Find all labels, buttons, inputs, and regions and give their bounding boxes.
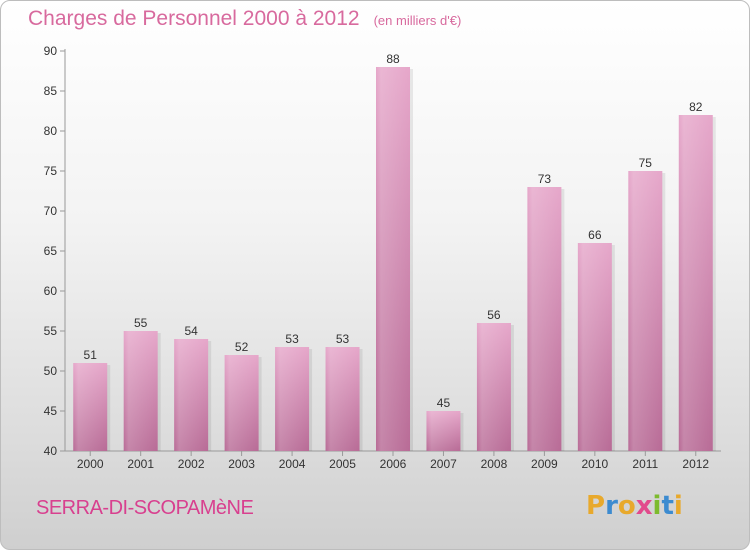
bar-highlight	[628, 171, 663, 451]
data-label: 56	[487, 308, 501, 322]
bar-highlight	[123, 331, 158, 451]
bar-highlight	[73, 363, 108, 451]
chart-title: Charges de Personnel 2000 à 2012 (en mill…	[28, 7, 461, 31]
data-label: 45	[437, 396, 451, 410]
city-name: SERRA-DI-SCOPAMèNE	[36, 497, 254, 519]
unit-note: (en milliers d'€)	[373, 13, 462, 28]
y-axis: 40 45 50 55 60 65 70 75 80 85 90	[44, 44, 66, 458]
x-tick-label: 2000	[77, 457, 104, 471]
logo-letter: i	[673, 491, 683, 521]
data-label: 88	[386, 52, 400, 66]
y-tick-label: 70	[44, 204, 58, 218]
chart-title-text: Charges de Personnel 2000 à 2012	[28, 7, 360, 30]
data-label: 51	[84, 348, 98, 362]
data-label: 53	[285, 332, 299, 346]
proxiti-logo[interactable]: Proxiti	[586, 491, 683, 521]
y-tick-label: 40	[44, 444, 58, 458]
y-tick-label: 65	[44, 244, 58, 258]
bars: 51 55 54 52 53 53 88 45 56 73 66 75 82	[73, 52, 716, 451]
data-label: 54	[184, 324, 198, 338]
data-label: 66	[588, 228, 602, 242]
logo-letter: o	[617, 491, 636, 521]
data-label: 82	[689, 100, 703, 114]
x-axis: 2000 2001 2002 2003 2004 2005 2006 2007 2008 2009…	[65, 450, 721, 471]
bar-highlight	[224, 355, 259, 451]
bar-highlight	[577, 243, 612, 451]
data-label: 55	[134, 316, 148, 330]
x-tick-label: 2011	[632, 457, 658, 471]
x-tick-label: 2006	[380, 457, 407, 471]
logo-letter: r	[605, 491, 618, 521]
x-tick-label: 2008	[481, 457, 508, 471]
data-label: 52	[235, 340, 249, 354]
x-tick-label: 2002	[178, 457, 205, 471]
y-tick-label: 50	[44, 364, 58, 378]
x-tick-label: 2005	[329, 457, 356, 471]
x-tick-label: 2001	[127, 457, 154, 471]
logo-letter: i	[652, 491, 662, 521]
x-tick-label: 2012	[682, 457, 709, 471]
x-tick-label: 2003	[228, 457, 255, 471]
x-tick-label: 2007	[430, 457, 457, 471]
y-tick-label: 80	[44, 124, 58, 138]
data-label: 53	[336, 332, 350, 346]
bar-highlight	[678, 115, 713, 451]
y-tick-label: 60	[44, 284, 58, 298]
data-label: 73	[538, 172, 552, 186]
bar-highlight	[426, 411, 461, 451]
bar-highlight	[376, 67, 410, 451]
y-tick-label: 55	[44, 324, 58, 338]
bar-highlight	[476, 323, 511, 451]
logo-letter: x	[635, 491, 653, 521]
x-tick-label: 2004	[279, 457, 306, 471]
x-tick-label: 2010	[581, 457, 608, 471]
y-tick-label: 90	[44, 44, 58, 58]
bar-highlight	[527, 187, 562, 451]
bar-highlight	[275, 347, 310, 451]
x-tick-label: 2009	[531, 457, 558, 471]
logo-letter: t	[661, 491, 674, 521]
y-tick-label: 45	[44, 404, 58, 418]
bar-highlight	[174, 339, 209, 451]
bar-highlight	[325, 347, 360, 451]
logo-letter: P	[586, 491, 606, 521]
y-tick-label: 85	[44, 84, 58, 98]
y-tick-label: 75	[44, 164, 58, 178]
data-label: 75	[639, 156, 653, 170]
